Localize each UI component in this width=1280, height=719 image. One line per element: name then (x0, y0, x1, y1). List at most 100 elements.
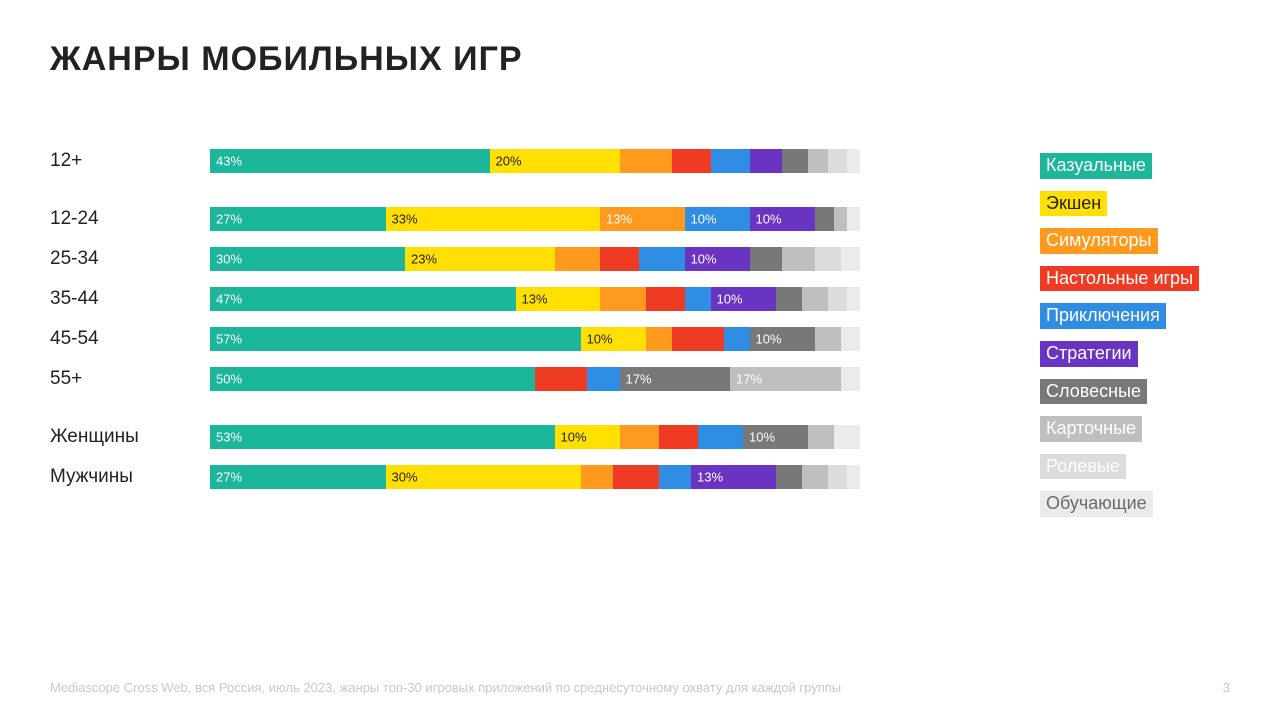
bar-segment-card (782, 247, 815, 271)
bar-segment-adventure (698, 425, 744, 449)
chart-row: Мужчины27%30%13% (50, 465, 910, 489)
bar-segment-edu (841, 247, 861, 271)
bar-segment-word (782, 149, 808, 173)
bar-segment-label: 30% (392, 470, 418, 485)
bar-segment-edu (847, 287, 860, 311)
bar-segment-strategy (750, 149, 783, 173)
bar-segment-board (672, 149, 711, 173)
bar-segment-simulator (620, 425, 659, 449)
stacked-bar: 27% 30% 13% (210, 465, 860, 489)
bar-segment-card: 17% (730, 367, 841, 391)
bar-segment-board (535, 367, 587, 391)
bar-segment-edu (847, 465, 860, 489)
stacked-bar: 53%10%10% (210, 425, 860, 449)
bar-segment-label: 27% (216, 470, 242, 485)
chart-row: 45-54 57% 10% 10% (50, 327, 910, 351)
bar-segment-label: 50% (216, 372, 242, 387)
bar-segment-adventure (659, 465, 692, 489)
bar-segment-simulator (581, 465, 614, 489)
bar-segment-label: 20% (496, 154, 522, 169)
legend-item-edu: Обучающие (1040, 491, 1153, 517)
chart-row: 12+ 43% 20% (50, 149, 910, 173)
chart-row-group: 12+ 43% 20% (50, 149, 910, 173)
bar-segment-action: 20% (490, 149, 620, 173)
chart-row: 55+ 50% 17% 17% (50, 367, 910, 391)
page-number: 3 (1223, 680, 1230, 695)
legend-item-adventure: Приключения (1040, 303, 1166, 329)
bar-segment-label: 43% (216, 154, 242, 169)
bar-segment-label: 47% (216, 292, 242, 307)
chart-row: 35-44 47% 13% 10% (50, 287, 910, 311)
bar-segment-word (750, 247, 783, 271)
bar-segment-label: 13% (606, 212, 632, 227)
bar-segment-rpg (828, 465, 848, 489)
bar-segment-simulator (600, 287, 646, 311)
bar-segment-label: 13% (522, 292, 548, 307)
chart-row: 25-3430%23%10% (50, 247, 910, 271)
chart-row-group: Женщины53%10%10%Мужчины27%30%13% (50, 425, 910, 489)
bar-segment-casual: 50% (210, 367, 535, 391)
bar-segment-label: 10% (756, 332, 782, 347)
chart-legend: КазуальныеЭкшенСимуляторыНастольные игры… (910, 149, 1230, 529)
bar-segment-casual: 47% (210, 287, 516, 311)
bar-segment-action: 30% (386, 465, 581, 489)
bar-segment-strategy: 10% (711, 287, 776, 311)
row-label: 35-44 (50, 288, 210, 310)
row-label: 45-54 (50, 328, 210, 350)
bar-segment-label: 10% (717, 292, 743, 307)
bar-segment-adventure (711, 149, 750, 173)
bar-segment-card (834, 207, 847, 231)
page-title: ЖАНРЫ МОБИЛЬНЫХ ИГР (50, 40, 1230, 79)
bar-segment-word (776, 465, 802, 489)
stacked-bar: 57% 10% 10% (210, 327, 860, 351)
bar-segment-rpg (828, 287, 848, 311)
bar-segment-simulator (646, 327, 672, 351)
bar-segment-rpg (828, 149, 848, 173)
bar-segment-action: 13% (516, 287, 601, 311)
chart-row-group: 12-2427%33%13%10%10%25-3430%23%10%35-444… (50, 207, 910, 391)
bar-segment-action: 33% (386, 207, 601, 231)
bar-segment-card (802, 287, 828, 311)
bar-segment-simulator: 13% (600, 207, 685, 231)
bar-segment-board (659, 425, 698, 449)
bar-segment-label: 57% (216, 332, 242, 347)
bar-segment-edu (847, 149, 860, 173)
legend-item-casual: Казуальные (1040, 153, 1152, 179)
slide-footer: Mediascope Cross Web, вся Россия, июль 2… (50, 680, 1230, 695)
bar-segment-label: 10% (691, 212, 717, 227)
slide: ЖАНРЫ МОБИЛЬНЫХ ИГР 12+ 43% 20% 12-24 27% 33%… (0, 0, 1280, 719)
bar-segment-board (600, 247, 639, 271)
stacked-bar: 27%33%13%10%10% (210, 207, 860, 231)
bar-segment-label: 10% (587, 332, 613, 347)
bar-segment-card (808, 425, 834, 449)
row-label: 25-34 (50, 248, 210, 270)
bar-segment-casual: 27% (210, 465, 386, 489)
legend-item-rpg: Ролевые (1040, 454, 1126, 480)
bar-segment-adventure (639, 247, 685, 271)
bar-segment-word (815, 207, 835, 231)
bar-segment-board (613, 465, 659, 489)
bar-segment-card (802, 465, 828, 489)
bar-segment-edu (834, 425, 860, 449)
bar-segment-label: 17% (736, 372, 762, 387)
bar-segment-board (646, 287, 685, 311)
bar-segment-label: 10% (691, 252, 717, 267)
bar-segment-casual: 57% (210, 327, 581, 351)
bar-segment-simulator (620, 149, 672, 173)
row-label: 12-24 (50, 208, 210, 230)
bar-segment-action: 23% (405, 247, 555, 271)
bar-segment-strategy: 13% (691, 465, 776, 489)
bar-segment-action: 10% (555, 425, 620, 449)
bar-segment-action: 10% (581, 327, 646, 351)
row-label: 12+ (50, 150, 210, 172)
footer-source: Mediascope Cross Web, вся Россия, июль 2… (50, 680, 841, 695)
stacked-bar: 50% 17% 17% (210, 367, 860, 391)
bar-segment-word: 17% (620, 367, 731, 391)
row-label: Женщины (50, 426, 210, 448)
bar-segment-card (815, 327, 841, 351)
row-label: 55+ (50, 368, 210, 390)
bar-segment-label: 33% (392, 212, 418, 227)
bar-segment-label: 17% (626, 372, 652, 387)
bar-segment-strategy: 10% (685, 247, 750, 271)
bar-segment-strategy: 10% (750, 207, 815, 231)
